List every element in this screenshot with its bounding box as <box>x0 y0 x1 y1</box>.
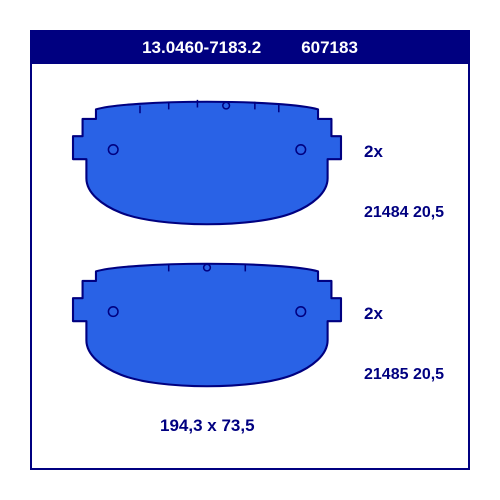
dimension-label: 194,3 x 73,5 <box>160 416 255 436</box>
diagram-content: 2x 21484 20,5 2x 21485 20,5 194,3 x 73,5 <box>32 64 468 468</box>
qty-label-bottom: 2x <box>364 304 383 324</box>
brake-pad-top <box>67 96 347 230</box>
short-code: 607183 <box>301 38 358 58</box>
code-label-top: 21484 20,5 <box>364 204 444 222</box>
brake-pad-bottom <box>67 258 347 392</box>
qty-label-top: 2x <box>364 142 383 162</box>
diagram-frame: 13.0460-7183.2 607183 2x 21484 20,5 2x 2148… <box>30 30 470 470</box>
title-bar: 13.0460-7183.2 607183 <box>32 32 468 64</box>
part-number: 13.0460-7183.2 <box>142 38 261 58</box>
code-label-bottom: 21485 20,5 <box>364 366 444 384</box>
